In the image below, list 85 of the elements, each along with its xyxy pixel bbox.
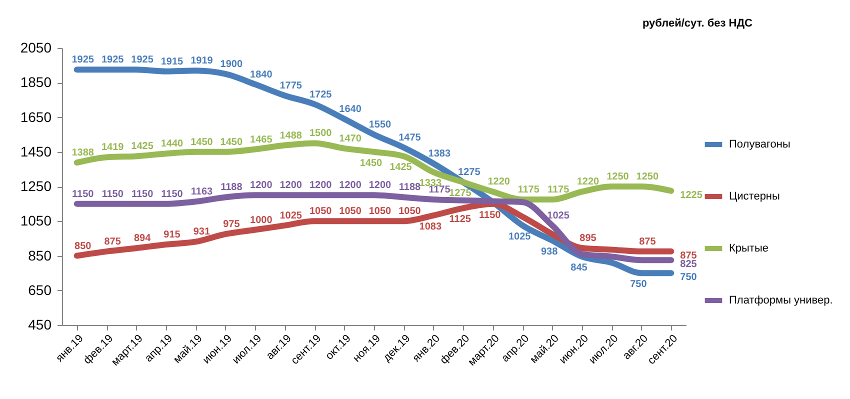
data-label: 1150	[102, 188, 124, 200]
data-label: 1450	[360, 158, 383, 169]
data-label: 1188	[398, 182, 421, 194]
data-label: 1050	[398, 206, 422, 218]
data-label: 750	[680, 272, 698, 284]
data-label: 931	[193, 226, 210, 238]
data-label: 875	[639, 236, 656, 248]
data-label: 1175	[518, 184, 540, 196]
data-label: 1188	[220, 182, 243, 194]
data-label: 1250	[606, 172, 630, 182]
data-label: 1450	[220, 136, 243, 148]
data-label: 1500	[309, 128, 332, 140]
data-label: 875	[104, 236, 122, 248]
data-label: 1050	[309, 206, 332, 218]
data-label: 1915	[160, 56, 184, 68]
data-label: 1419	[101, 142, 124, 154]
y-tick-label: 1450	[20, 143, 52, 160]
y-tick-label: 1050	[20, 212, 52, 229]
y-tick-label: 2050	[20, 40, 52, 56]
data-label: 1083	[419, 221, 442, 232]
data-label: 1150	[72, 188, 94, 200]
data-label: 1275	[458, 167, 481, 178]
data-label: 1025	[547, 210, 570, 222]
data-label: 1025	[280, 210, 302, 222]
data-label: 1025	[508, 231, 532, 242]
y-tick-label: 1650	[20, 108, 52, 125]
data-label: 1550	[368, 120, 392, 131]
data-label: 915	[164, 229, 181, 240]
data-label: 1175	[547, 184, 570, 196]
data-label: 850	[74, 240, 92, 252]
y-tick-label: 850	[28, 247, 52, 264]
data-label: 1250	[636, 172, 659, 182]
data-label: 895	[580, 232, 597, 244]
data-label: 1275	[449, 188, 472, 200]
data-label: 1150	[131, 188, 154, 200]
data-label: 825	[680, 259, 698, 270]
data-label: 1425	[131, 141, 154, 152]
data-label: 1125	[449, 214, 472, 226]
data-label: 1425	[390, 162, 412, 174]
data-label: 875	[680, 250, 698, 262]
data-label: 1000	[250, 214, 273, 226]
data-label: 1725	[309, 89, 332, 100]
legend-label: Цистерны	[729, 190, 780, 202]
y-tick-label: 1850	[20, 74, 52, 90]
data-label: 1150	[479, 210, 502, 221]
data-label: 845	[570, 262, 588, 274]
data-label: 975	[223, 219, 240, 230]
data-label: 1200	[250, 180, 273, 192]
data-label: 1925	[72, 54, 94, 66]
data-label: 1200	[309, 180, 332, 192]
data-label: 1163	[190, 186, 213, 198]
legend-label: Платформы универ.	[729, 294, 833, 306]
data-label: 1440	[160, 138, 184, 150]
data-label: 1488	[280, 130, 302, 142]
data-label: 1450	[190, 136, 214, 148]
data-label: 1465	[250, 134, 273, 146]
data-label: 1150	[161, 188, 184, 200]
data-label: 1840	[250, 69, 273, 80]
data-label: 1200	[368, 180, 392, 192]
data-label: 1919	[190, 56, 214, 67]
legend-label: Крытые	[729, 242, 768, 254]
y-axis-title: рублей/сут. без НДС	[642, 18, 753, 30]
data-label: 1220	[488, 176, 510, 188]
data-label: 1200	[339, 180, 362, 192]
data-label: 750	[630, 279, 648, 290]
data-label: 938	[540, 246, 558, 258]
data-label: 1220	[576, 176, 600, 188]
data-label: 1225	[680, 190, 703, 201]
data-label: 1925	[131, 54, 154, 66]
data-label: 1640	[339, 104, 362, 115]
y-tick-label: 650	[28, 282, 52, 298]
y-tick-label: 1250	[20, 178, 52, 194]
data-label: 1470	[339, 133, 362, 144]
data-label: 1475	[398, 132, 422, 144]
data-label: 1050	[368, 206, 392, 218]
y-tick-label: 450	[28, 316, 52, 332]
data-label: 1200	[280, 180, 302, 192]
data-label: 1383	[428, 148, 451, 160]
data-label: 1900	[220, 58, 243, 70]
data-label: 1775	[280, 80, 302, 92]
data-label: 894	[134, 233, 152, 244]
data-label: 1388	[72, 148, 94, 159]
data-label: 1925	[101, 54, 124, 66]
legend-label: Полувагоны	[729, 138, 790, 150]
data-label: 1050	[339, 206, 362, 218]
